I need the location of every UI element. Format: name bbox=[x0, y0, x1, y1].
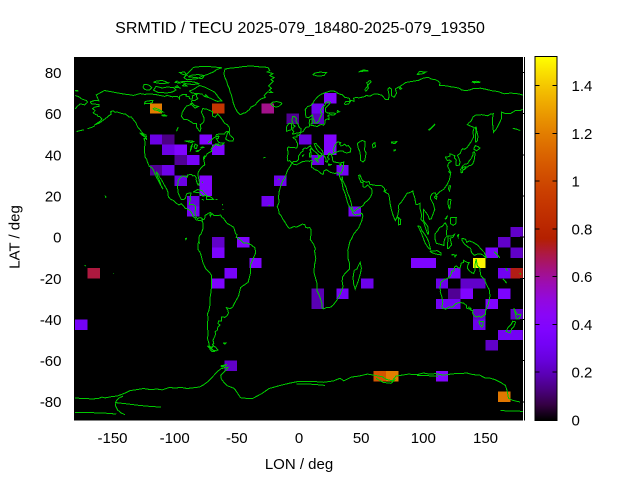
svg-text:0.6: 0.6 bbox=[572, 269, 593, 286]
svg-text:150: 150 bbox=[473, 430, 498, 447]
svg-text:-150: -150 bbox=[97, 430, 127, 447]
svg-text:60: 60 bbox=[45, 106, 62, 123]
svg-text:LAT / deg: LAT / deg bbox=[7, 205, 24, 269]
svg-text:-100: -100 bbox=[160, 430, 190, 447]
svg-text:-50: -50 bbox=[226, 430, 248, 447]
svg-text:-60: -60 bbox=[40, 353, 62, 370]
svg-text:0.2: 0.2 bbox=[572, 365, 593, 382]
svg-text:0: 0 bbox=[295, 430, 303, 447]
svg-text:-80: -80 bbox=[40, 394, 62, 411]
svg-text:20: 20 bbox=[45, 188, 62, 205]
svg-text:50: 50 bbox=[353, 430, 370, 447]
svg-text:SRMTID / TECU 2025-079_18480-2: SRMTID / TECU 2025-079_18480-2025-079_19… bbox=[115, 20, 485, 37]
svg-text:80: 80 bbox=[45, 65, 62, 82]
svg-text:100: 100 bbox=[411, 430, 436, 447]
svg-text:-20: -20 bbox=[40, 271, 62, 288]
svg-text:0.4: 0.4 bbox=[572, 317, 593, 334]
svg-text:-40: -40 bbox=[40, 312, 62, 329]
svg-text:1: 1 bbox=[572, 174, 580, 191]
svg-text:40: 40 bbox=[45, 147, 62, 164]
svg-text:0.8: 0.8 bbox=[572, 221, 593, 238]
svg-text:0: 0 bbox=[572, 412, 580, 429]
svg-text:0: 0 bbox=[53, 230, 61, 247]
svg-text:1.2: 1.2 bbox=[572, 126, 593, 143]
svg-text:LON / deg: LON / deg bbox=[265, 456, 333, 473]
svg-text:1.4: 1.4 bbox=[572, 78, 593, 95]
